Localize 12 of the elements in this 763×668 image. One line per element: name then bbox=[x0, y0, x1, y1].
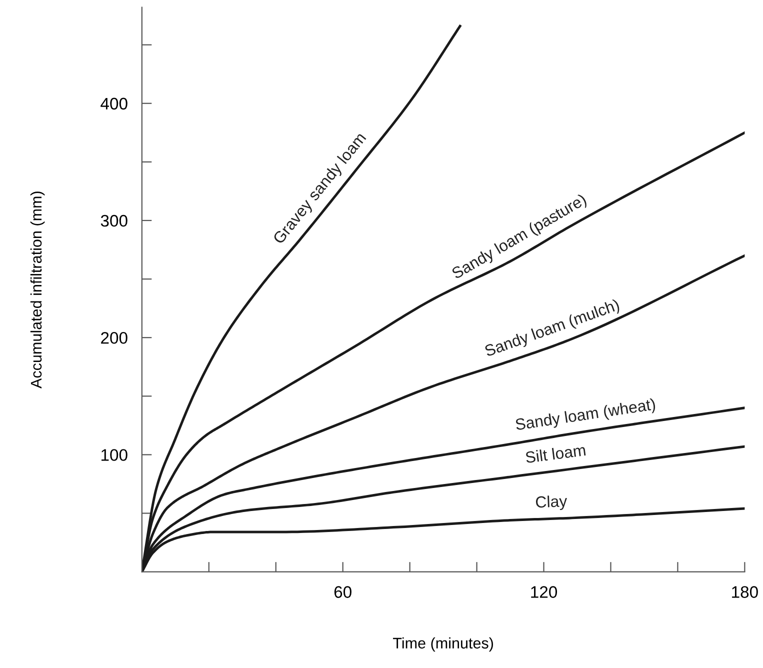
text: Silt loam bbox=[525, 444, 586, 464]
y-axis-title: Accumulated infiltration (mm) bbox=[30, 192, 45, 388]
x-axis-title: Time (minutes) bbox=[393, 637, 494, 652]
x-tick-label: 180 bbox=[732, 586, 758, 598]
text: Sandy loam (wheat) bbox=[515, 398, 656, 434]
y-tick-label: 300 bbox=[100, 214, 128, 227]
y-tick-label: 100 bbox=[101, 449, 128, 461]
x-tick-label: 60 bbox=[334, 586, 352, 598]
y-tick-label: 200 bbox=[101, 332, 128, 344]
y-tick-label: 400 bbox=[100, 98, 128, 110]
series-label: Clay bbox=[536, 494, 568, 511]
x-tick-label: 120 bbox=[531, 586, 558, 598]
